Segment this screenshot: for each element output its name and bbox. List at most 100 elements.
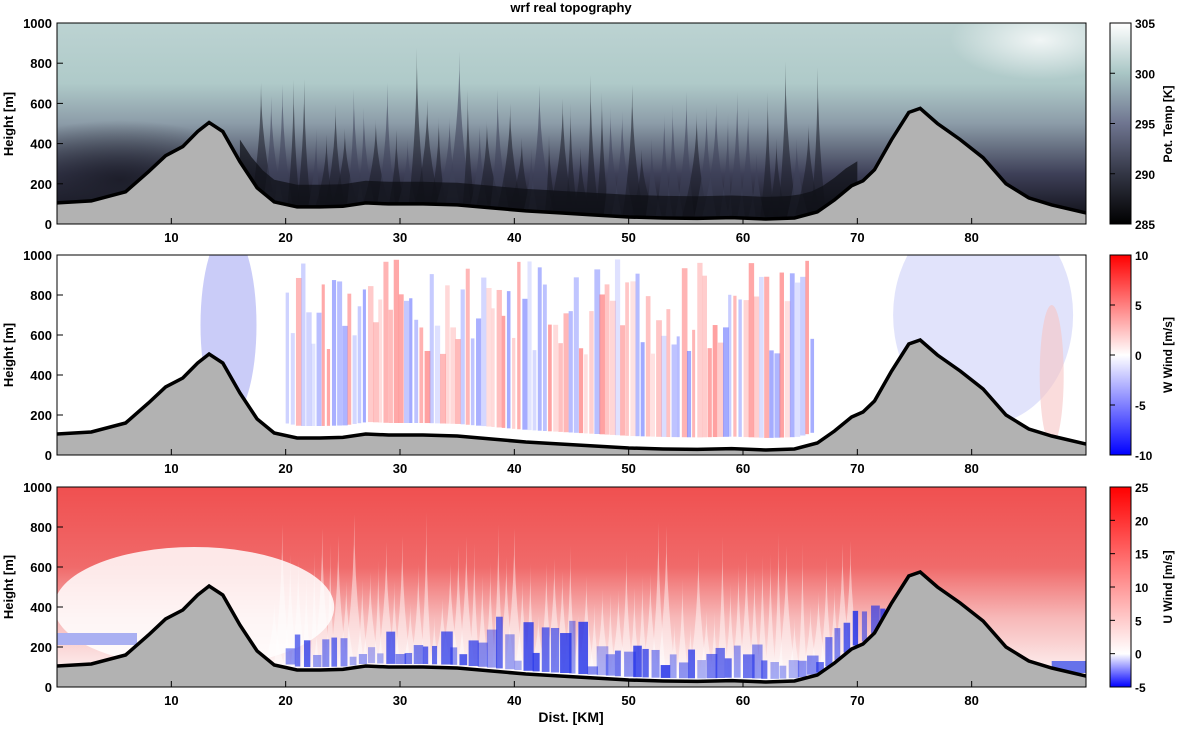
w-wind-streak bbox=[414, 319, 419, 423]
y-tick-label: 0 bbox=[45, 680, 52, 695]
temperature-plume bbox=[548, 98, 574, 214]
temperature-plume bbox=[377, 82, 396, 204]
x-tick-label: 20 bbox=[278, 230, 292, 245]
u-wind-plume bbox=[312, 527, 332, 670]
w-wind-streak bbox=[805, 260, 809, 435]
x-tick-label: 70 bbox=[850, 230, 864, 245]
u-wind-reverse-flow bbox=[779, 665, 787, 679]
x-tick-label: 70 bbox=[850, 461, 864, 476]
w-wind-streak bbox=[681, 268, 688, 438]
y-tick-label: 400 bbox=[30, 368, 52, 383]
w-wind-blob bbox=[1039, 305, 1064, 445]
u-wind-plume bbox=[457, 536, 475, 669]
u-wind-reverse-flow bbox=[322, 639, 330, 667]
u-wind-plume bbox=[273, 523, 291, 667]
u-wind-plume bbox=[731, 563, 746, 681]
w-wind-streak bbox=[578, 348, 584, 434]
w-wind-streak bbox=[388, 309, 393, 423]
u-wind-plumes bbox=[57, 511, 1086, 682]
y-tick-label: 400 bbox=[30, 600, 52, 615]
w-wind-streak bbox=[476, 318, 482, 426]
u-wind-plume bbox=[328, 535, 348, 670]
u-wind-reverse-flow bbox=[852, 610, 859, 646]
temperature-x-ticks: 10 20 30 40 50 60 70 80 bbox=[164, 218, 979, 245]
x-tick-label: 10 bbox=[164, 693, 178, 708]
w-wind-streak bbox=[810, 338, 815, 433]
temperature-plume bbox=[719, 113, 733, 218]
u-wind-plume bbox=[764, 553, 777, 682]
temperature-plume bbox=[462, 89, 475, 206]
x-tick-label: 60 bbox=[736, 230, 750, 245]
temperature-plume bbox=[490, 89, 509, 209]
u-wind-reverse-flow bbox=[651, 649, 660, 678]
temperature-plume bbox=[701, 102, 730, 218]
temperature-plume bbox=[263, 96, 283, 201]
w-wind-streak bbox=[769, 350, 774, 438]
w-wind-streak bbox=[331, 280, 337, 426]
temperature-plume bbox=[357, 107, 375, 203]
u-wind-plume bbox=[756, 554, 769, 682]
u-wind-plume bbox=[355, 579, 369, 667]
u-wind-plume bbox=[808, 591, 829, 675]
w-wind-streak bbox=[537, 267, 542, 431]
u-wind-plume bbox=[360, 572, 380, 667]
x-tick-label: 30 bbox=[393, 693, 407, 708]
x-tick-label: 30 bbox=[393, 230, 407, 245]
temperature-y-ticks: 0 200 400 600 800 1000 bbox=[23, 16, 63, 232]
w-wind-streak bbox=[584, 354, 588, 434]
w-wind-streak bbox=[290, 333, 295, 425]
u-wind-reverse-flow bbox=[550, 627, 560, 673]
u-wind-plume bbox=[747, 569, 762, 682]
temperature-cold-layer bbox=[239, 139, 858, 219]
u-wind-reverse-flow bbox=[770, 662, 779, 679]
w-wind-streak bbox=[378, 299, 383, 423]
w-wind-streak bbox=[450, 327, 457, 424]
colorbar-tick-label: 10 bbox=[1135, 581, 1149, 595]
u-wind-plume bbox=[723, 582, 738, 681]
w-wind-streak bbox=[620, 325, 626, 436]
w-wind-colorbar-label: W Wind [m/s] bbox=[1161, 317, 1175, 393]
w-wind-streak bbox=[517, 261, 521, 430]
y-tick-label: 200 bbox=[30, 640, 52, 655]
u-wind-plume bbox=[656, 525, 677, 682]
colorbar-tick-label: -5 bbox=[1135, 399, 1146, 413]
u-wind-reverse-flow bbox=[313, 654, 322, 667]
u-wind-plume bbox=[797, 541, 808, 679]
w-wind-streak bbox=[542, 284, 547, 431]
x-tick-label: 40 bbox=[507, 693, 521, 708]
w-wind-streak bbox=[738, 299, 742, 437]
y-tick-label: 800 bbox=[30, 56, 52, 71]
u-wind-reverse-flow bbox=[404, 652, 413, 664]
w-wind-streak bbox=[589, 311, 594, 434]
y-tick-label: 1000 bbox=[23, 480, 52, 495]
figure-title: wrf real topography bbox=[509, 0, 632, 15]
w-wind-streak bbox=[527, 261, 532, 431]
u-wind-reverse-flow bbox=[834, 628, 841, 660]
u-wind-reverse-flow bbox=[596, 646, 609, 676]
x-tick-label: 60 bbox=[736, 693, 750, 708]
colorbar-tick-label: 5 bbox=[1135, 614, 1142, 628]
w-wind-streak bbox=[573, 277, 579, 433]
u-wind-colorbar-ticks: -5 0 5 10 15 20 25 bbox=[1110, 481, 1149, 695]
w-wind-streak bbox=[321, 284, 325, 426]
u-wind-plume bbox=[289, 560, 307, 670]
u-wind-reverse-flow bbox=[386, 631, 396, 664]
w-wind-streak bbox=[779, 272, 784, 438]
w-wind-streak bbox=[774, 353, 781, 438]
u-wind-reverse-flow bbox=[377, 653, 384, 664]
u-wind-reverse-flow bbox=[733, 645, 741, 678]
u-wind-reverse-flow bbox=[578, 621, 589, 675]
u-wind-reverse-flow bbox=[367, 647, 376, 664]
temperature-plume bbox=[408, 47, 426, 204]
w-wind-streak bbox=[548, 324, 552, 432]
u-wind-reverse-flow bbox=[477, 642, 488, 667]
w-wind-x-ticks: 10 20 30 40 50 60 70 80 bbox=[164, 449, 979, 476]
w-wind-streak bbox=[717, 342, 724, 437]
w-wind-streak bbox=[342, 325, 348, 426]
x-tick-label: 40 bbox=[507, 230, 521, 245]
w-wind-streak bbox=[692, 329, 696, 438]
w-wind-streak bbox=[512, 337, 516, 429]
temperature-plume bbox=[445, 51, 471, 206]
u-wind-panel bbox=[57, 487, 1086, 687]
u-wind-reverse-flow bbox=[724, 658, 732, 678]
